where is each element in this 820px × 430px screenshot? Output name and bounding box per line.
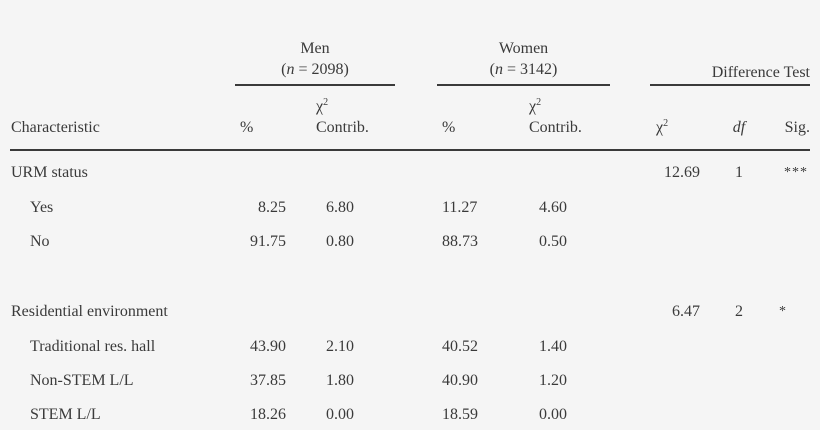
women-contrib: 4.60	[539, 199, 567, 216]
section-label: URM status	[11, 164, 88, 181]
men-pct: 43.90	[250, 338, 286, 355]
men-contrib: 1.80	[326, 372, 354, 389]
header-bottom-rule	[10, 149, 810, 151]
col-header-diff-chi: χ2	[656, 119, 668, 137]
n-symbol: n	[494, 61, 503, 78]
women-pct: 40.52	[442, 338, 478, 355]
women-pct: 40.90	[442, 372, 478, 389]
col-header-diff-df: df	[732, 119, 746, 136]
women-pct: 88.73	[442, 233, 478, 250]
women-pct: 11.27	[442, 199, 478, 216]
group-men-underline	[235, 84, 395, 86]
col-header-diff-sig: Sig.	[784, 119, 810, 136]
group-women-n: (n = 3142)	[489, 61, 558, 78]
group-men-label: Men	[300, 40, 330, 57]
row-label: No	[30, 233, 50, 250]
diff-chi2-value: 6.47	[672, 303, 700, 320]
col-header-men-chi: χ2	[316, 98, 328, 116]
section-label: Residential environment	[11, 303, 168, 320]
women-contrib: 1.40	[539, 338, 567, 355]
men-pct: 8.25	[258, 199, 286, 216]
diff-sig-value: ***	[784, 165, 808, 180]
col-header-characteristic: Characteristic	[11, 119, 100, 136]
men-contrib: 6.80	[326, 199, 354, 216]
col-header-men-pct: %	[240, 119, 254, 136]
col-header-women-pct: %	[442, 119, 456, 136]
chi-superscript: 2	[536, 97, 542, 108]
diff-df-value: 1	[735, 164, 743, 181]
diff-sig-value: *	[779, 304, 786, 319]
n-symbol: n	[286, 61, 295, 78]
n-value: = 3142)	[506, 61, 558, 78]
chi-symbol: χ	[316, 98, 324, 115]
men-pct: 91.75	[250, 233, 286, 250]
chi-superscript: 2	[663, 118, 669, 129]
women-contrib: 0.00	[539, 406, 567, 423]
col-header-women-chi: χ2	[529, 98, 541, 116]
group-difference-label: Difference Test	[711, 64, 810, 81]
col-header-women-contrib: Contrib.	[529, 119, 582, 136]
group-women-label: Women	[498, 40, 549, 57]
diff-chi2-value: 12.69	[664, 164, 700, 181]
group-men-n: (n = 2098)	[281, 61, 349, 78]
men-contrib: 2.10	[326, 338, 354, 355]
row-label: Non-STEM L/L	[30, 372, 134, 389]
chi-symbol: χ	[529, 98, 537, 115]
women-contrib: 1.20	[539, 372, 567, 389]
chi-symbol: χ	[656, 119, 664, 136]
row-label: Traditional res. hall	[30, 338, 156, 355]
chi-superscript: 2	[323, 97, 329, 108]
men-pct: 18.26	[250, 406, 286, 423]
row-label: Yes	[30, 199, 54, 216]
group-women-underline	[437, 84, 610, 86]
women-pct: 18.59	[442, 406, 478, 423]
n-value: = 2098)	[298, 61, 349, 78]
diff-df-value: 2	[735, 303, 743, 320]
men-contrib: 0.00	[326, 406, 354, 423]
row-label: STEM L/L	[30, 406, 101, 423]
women-contrib: 0.50	[539, 233, 567, 250]
group-difference-underline	[650, 84, 810, 86]
col-header-men-contrib: Contrib.	[316, 119, 369, 136]
men-contrib: 0.80	[326, 233, 354, 250]
men-pct: 37.85	[250, 372, 286, 389]
